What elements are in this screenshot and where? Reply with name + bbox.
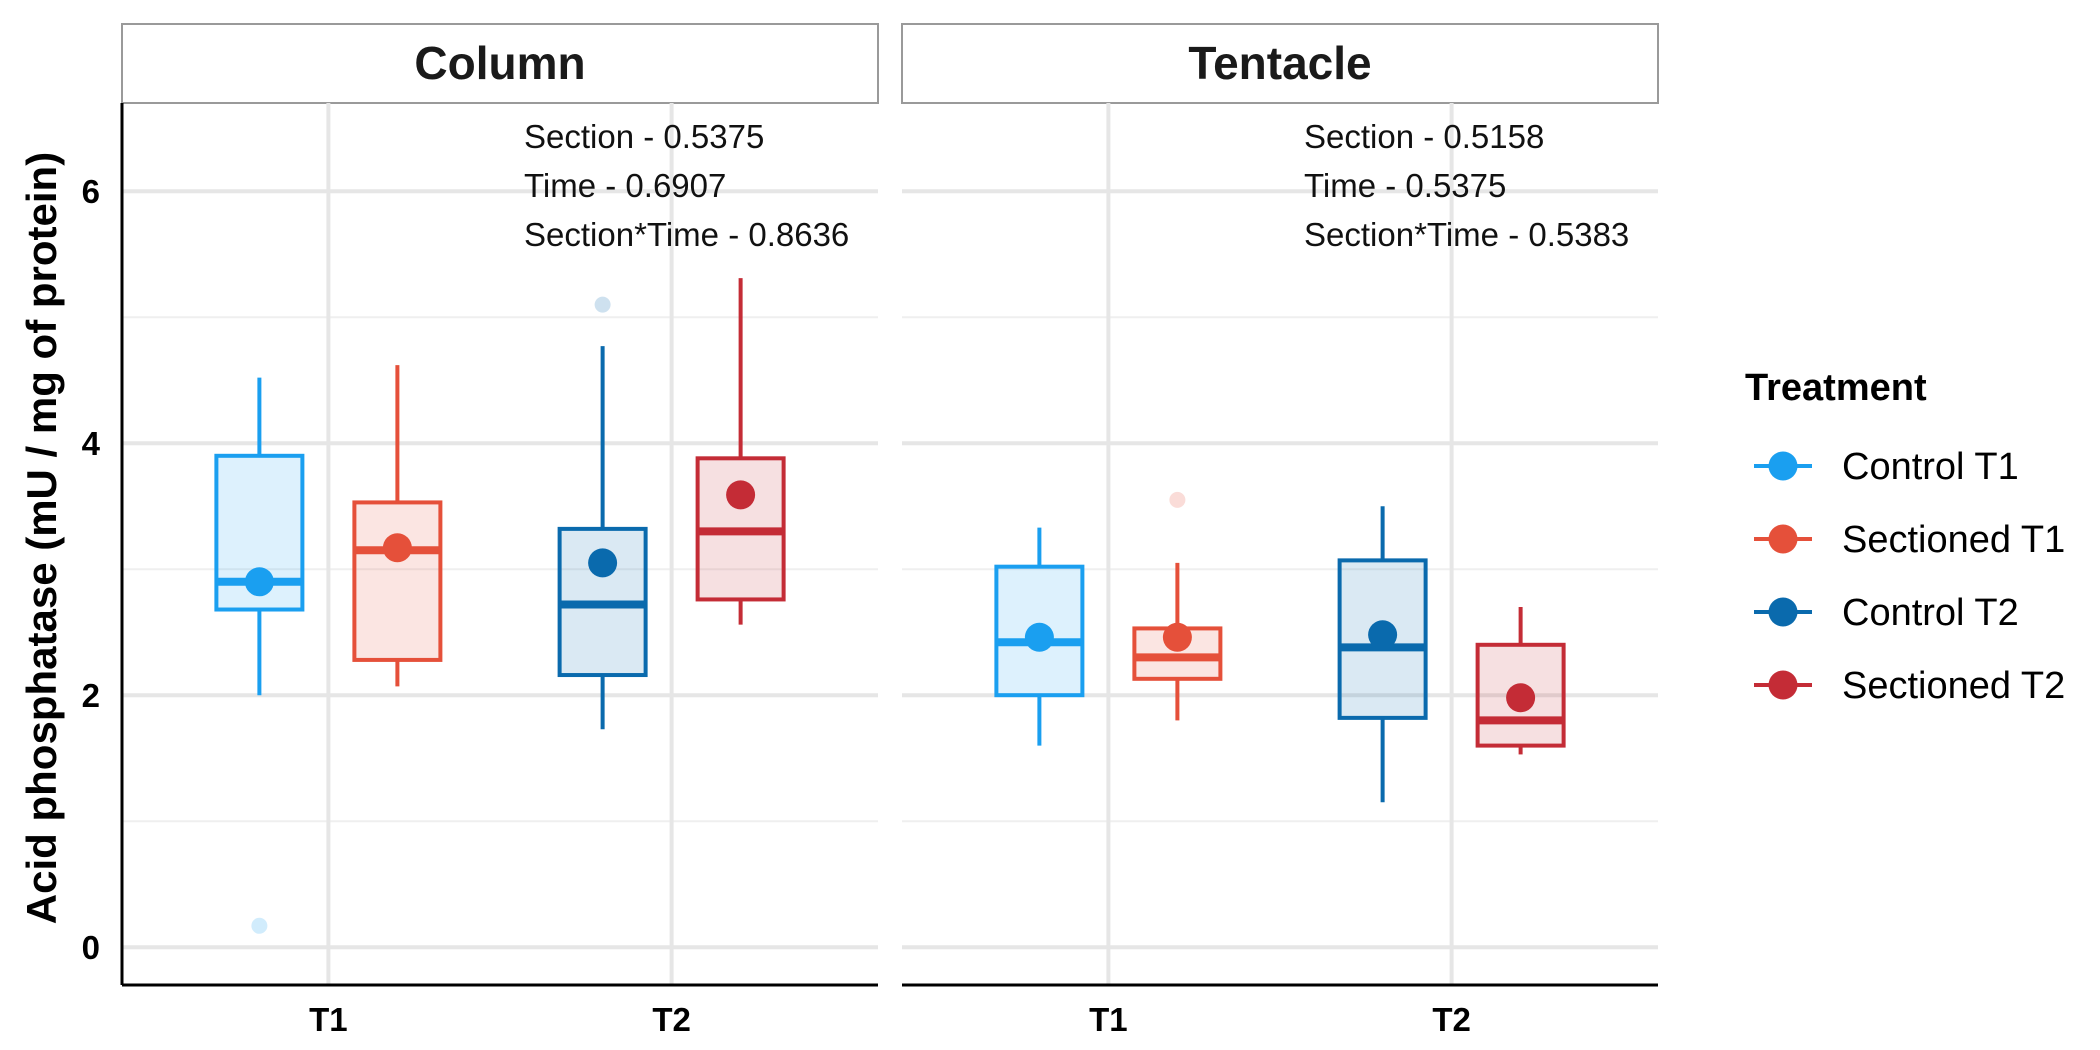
box-sectioned-t1	[352, 365, 443, 687]
x-tick-label: T1	[1089, 1001, 1128, 1038]
box-iqr	[352, 500, 443, 662]
legend-label: Control T2	[1842, 592, 2019, 634]
legend-label: Sectioned T2	[1842, 665, 2065, 707]
y-tick-label: 6	[82, 173, 100, 210]
panels-layer: Column 0 2 4 6 T1 T2 Section - 0.5375 Time - 0.6…	[82, 23, 1659, 1038]
legend: Treatment Control T1 Sectioned T1 Control T…	[1745, 367, 2065, 707]
box-sectioned-t1	[1132, 491, 1223, 721]
mean-point	[1162, 622, 1192, 652]
legend-key-point	[1768, 670, 1798, 700]
y-axis-label: Acid phosphatase (mU / mg of protein)	[18, 152, 65, 924]
panel-title: Column	[414, 37, 585, 89]
mean-point	[244, 567, 274, 597]
gridlines	[122, 103, 878, 985]
stats-line: Section - 0.5158	[1304, 118, 1544, 155]
legend-label: Sectioned T1	[1842, 519, 2065, 561]
panel-tentacle: Tentacle T1 T2 Section - 0.5158 Time - 0.537…	[901, 23, 1659, 1038]
legend-title: Treatment	[1745, 367, 1927, 409]
box-control-t1	[994, 527, 1085, 746]
y-tick-label: 4	[82, 425, 101, 462]
legend-item: Control T1	[1754, 446, 2019, 488]
stats-line: Time - 0.5375	[1304, 167, 1506, 204]
box-control-t1	[214, 377, 305, 934]
box-control-t2	[1337, 506, 1428, 803]
legend-label: Control T1	[1842, 446, 2019, 488]
panel-strip	[121, 23, 879, 104]
panel-column: Column 0 2 4 6 T1 T2 Section - 0.5375 Time - 0.6…	[82, 23, 879, 1038]
outlier-point	[251, 917, 268, 934]
x-tick-label: T2	[1432, 1001, 1471, 1038]
panel-strip	[901, 23, 1659, 104]
outlier-point	[594, 296, 611, 313]
mean-point	[1506, 683, 1536, 713]
y-tick-label: 2	[82, 677, 100, 714]
mean-point	[726, 480, 756, 510]
stats-line: Time - 0.6907	[524, 167, 726, 204]
legend-item: Sectioned T2	[1754, 665, 2065, 707]
stats-line: Section - 0.5375	[524, 118, 764, 155]
mean-point	[382, 533, 412, 563]
box-sectioned-t2	[1475, 607, 1566, 755]
box-control-t2	[557, 296, 648, 730]
legend-key-point	[1768, 597, 1798, 627]
stats-line: Section*Time - 0.5383	[1304, 216, 1629, 253]
legend-key-point	[1768, 451, 1798, 481]
y-tick-label: 0	[82, 929, 100, 966]
stats-annotation: Section - 0.5375 Time - 0.6907 Section*Tim…	[524, 118, 849, 253]
legend-item: Sectioned T1	[1754, 519, 2065, 561]
legend-key-point	[1768, 524, 1798, 554]
box-iqr	[1475, 642, 1566, 748]
legend-item: Control T2	[1754, 592, 2019, 634]
stats-line: Section*Time - 0.8636	[524, 216, 849, 253]
mean-point	[1024, 622, 1054, 652]
outlier-point	[1169, 491, 1186, 508]
x-tick-label: T1	[309, 1001, 348, 1038]
mean-point	[588, 548, 618, 578]
x-tick-label: T2	[652, 1001, 691, 1038]
box-sectioned-t2	[695, 278, 786, 625]
panel-title: Tentacle	[1188, 37, 1371, 89]
stats-annotation: Section - 0.5158 Time - 0.5375 Section*Tim…	[1304, 118, 1629, 253]
mean-point	[1368, 620, 1398, 650]
